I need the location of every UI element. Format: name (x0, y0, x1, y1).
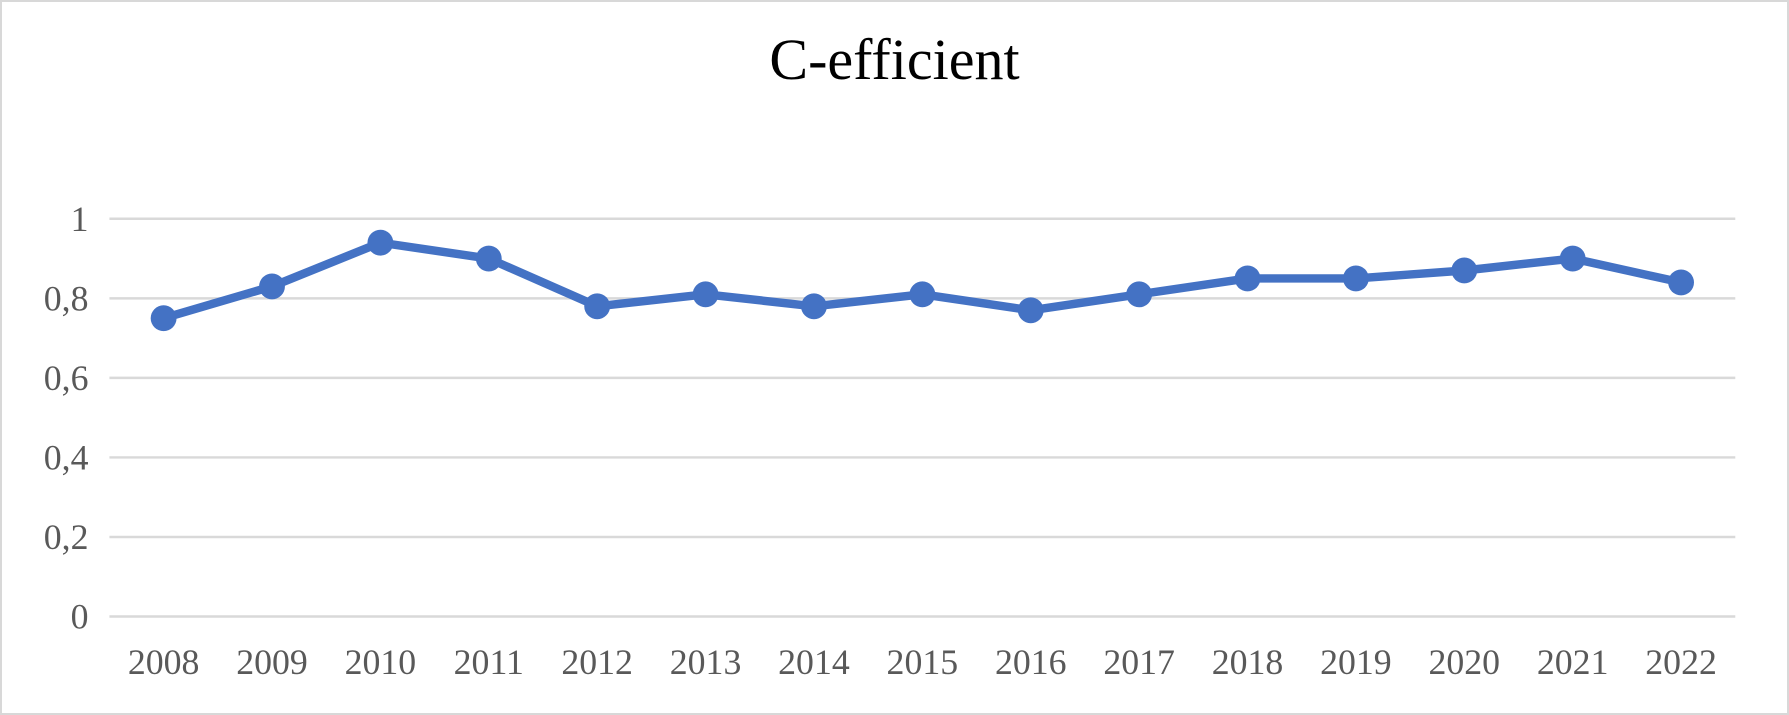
x-tick-label: 2014 (778, 642, 850, 682)
data-point-marker (259, 273, 285, 300)
data-point-marker (1451, 257, 1478, 284)
x-tick-label: 2011 (454, 642, 524, 682)
y-tick-label: 0,2 (44, 517, 89, 557)
data-point-marker (367, 229, 394, 256)
data-point-marker (1234, 265, 1261, 292)
data-point-marker (1342, 265, 1369, 292)
data-point-marker (1559, 245, 1586, 272)
x-tick-label: 2015 (887, 642, 959, 682)
y-tick-label: 0,4 (44, 437, 89, 477)
data-point-marker (1668, 269, 1695, 296)
data-point-marker (801, 293, 827, 320)
x-tick-label: 2009 (236, 642, 308, 682)
x-tick-label: 2013 (670, 642, 742, 682)
data-point-marker (909, 281, 936, 308)
data-point-marker (1126, 281, 1153, 308)
data-point-marker (584, 293, 611, 320)
x-tick-label: 2020 (1429, 642, 1501, 682)
data-point-marker (1017, 297, 1044, 324)
x-tick-label: 2016 (995, 642, 1067, 682)
y-tick-label: 0,6 (44, 358, 89, 398)
data-point-marker (475, 245, 502, 272)
x-tick-label: 2018 (1212, 642, 1284, 682)
y-tick-label: 0 (71, 597, 89, 637)
data-point-marker (692, 281, 719, 308)
chart-title: C-efficient (769, 27, 1020, 92)
x-tick-label: 2008 (128, 642, 200, 682)
data-point-marker (150, 305, 177, 332)
x-tick-label: 2021 (1537, 642, 1609, 682)
x-tick-label: 2019 (1320, 642, 1392, 682)
x-tick-label: 2012 (561, 642, 633, 682)
y-tick-label: 1 (71, 199, 89, 239)
x-tick-label: 2010 (345, 642, 417, 682)
y-tick-label: 0,8 (44, 278, 89, 318)
x-tick-label: 2022 (1645, 642, 1717, 682)
x-tick-label: 2017 (1103, 642, 1175, 682)
